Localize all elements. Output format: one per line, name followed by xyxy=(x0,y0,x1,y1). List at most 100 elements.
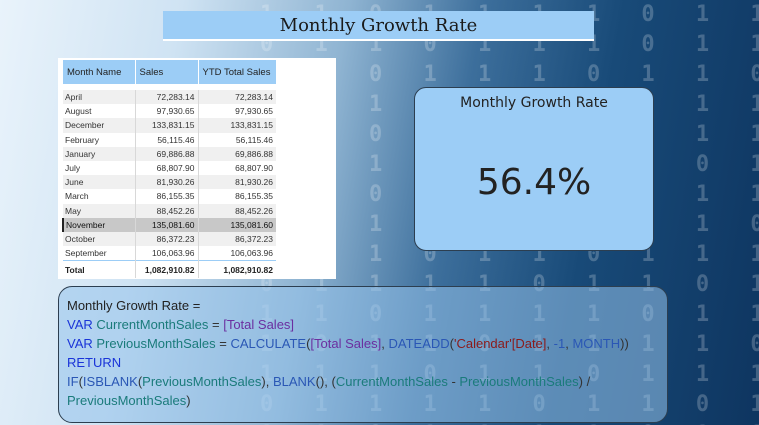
sales-table: Month Name Sales YTD Total Sales April 72… xyxy=(62,60,276,279)
dax-variable: PreviousMonthSales xyxy=(459,374,579,389)
dax-number: -1 xyxy=(553,336,566,351)
dax-line-5: IF(ISBLANK(PreviousMonthSales), BLANK(),… xyxy=(67,372,659,391)
dax-function: BLANK xyxy=(272,374,316,389)
table-row[interactable]: August 97,930.65 97,930.65 xyxy=(63,104,276,119)
dax-paren: ( xyxy=(137,374,143,389)
dax-operator: = xyxy=(215,336,231,351)
cell-sales: 86,372.23 xyxy=(135,231,199,247)
dax-line-6: PreviousMonthSales) xyxy=(67,391,659,410)
cell-sales: 69,886.88 xyxy=(135,146,199,161)
cell-month: February xyxy=(63,132,136,147)
dax-variable: CurrentMonthSales xyxy=(96,317,209,332)
cell-sales: 56,115.46 xyxy=(135,132,199,147)
total-label: Total xyxy=(63,259,136,279)
dax-function: ISBLANK xyxy=(82,374,138,389)
cell-month: May xyxy=(63,203,136,218)
table-row[interactable]: December 133,831.15 133,831.15 xyxy=(63,118,276,133)
cell-ytd: 135,081.60 xyxy=(198,217,276,232)
cell-ytd: 88,452.26 xyxy=(198,203,276,218)
sales-table-visual[interactable]: Month Name Sales YTD Total Sales April 72… xyxy=(58,58,336,279)
cell-month: December xyxy=(63,118,136,133)
cell-sales: 68,807.90 xyxy=(135,160,199,176)
table-header-row: Month Name Sales YTD Total Sales xyxy=(63,60,276,84)
dax-table-ref: 'Calendar' xyxy=(453,336,512,351)
cell-ytd: 72,283.14 xyxy=(198,90,276,105)
dax-paren: ( xyxy=(306,336,311,351)
dax-line-1: Monthly Growth Rate = xyxy=(67,298,201,313)
dax-formula-panel: Monthly Growth Rate = VAR CurrentMonthSa… xyxy=(58,286,668,423)
dax-line-2: VAR CurrentMonthSales = [Total Sales] xyxy=(67,315,659,334)
dax-variable: CurrentMonthSales xyxy=(335,374,448,389)
cell-ytd: 86,155.35 xyxy=(235,191,273,202)
cell-month: October xyxy=(63,231,136,247)
cell-month: March xyxy=(63,189,136,204)
cell-month: November xyxy=(62,217,136,232)
dax-measure: [Total Sales] xyxy=(310,336,382,351)
kpi-value: 56.4% xyxy=(476,162,592,203)
dax-function: CALCULATE xyxy=(230,336,307,351)
dax-function: DATEADD xyxy=(388,336,450,351)
column-header-month[interactable]: Month Name xyxy=(63,60,136,84)
table-total-row: Total 1,082,910.82 1,082,910.82 xyxy=(63,259,276,279)
table-row[interactable]: February 56,115.46 56,115.46 xyxy=(63,132,276,147)
cell-month: September xyxy=(63,246,136,261)
dax-paren: ( xyxy=(78,374,83,389)
cell-sales: 72,283.14 xyxy=(135,90,199,105)
dax-comma: , xyxy=(565,336,573,351)
cell-ytd: 133,831.15 xyxy=(198,118,276,133)
cell-ytd: 56,115.46 xyxy=(235,134,273,145)
table-row[interactable]: January 69,886.88 69,886.88 xyxy=(63,146,276,161)
cell-sales: 97,930.65 xyxy=(135,104,199,119)
dax-variable: PreviousMonthSales xyxy=(142,374,262,389)
cell-ytd: 97,930.65 xyxy=(235,106,273,117)
kpi-title: Monthly Growth Rate xyxy=(460,95,608,111)
cell-sales: 133,831.15 xyxy=(135,118,199,133)
dax-keyword: VAR xyxy=(67,336,93,351)
dax-paren: ) / xyxy=(578,374,591,389)
kpi-card[interactable]: Monthly Growth Rate 56.4% xyxy=(414,87,654,251)
report-title: Monthly Growth Rate xyxy=(163,11,594,41)
cell-month: August xyxy=(63,104,136,119)
cell-month: June xyxy=(63,175,136,190)
cell-ytd: 106,063.96 xyxy=(230,247,273,258)
cell-ytd: 81,930.26 xyxy=(198,175,276,190)
table-row[interactable]: July 68,807.90 68,807.90 xyxy=(63,160,276,176)
cell-month: January xyxy=(63,146,136,161)
column-header-sales[interactable]: Sales xyxy=(135,60,199,84)
cell-ytd: 69,886.88 xyxy=(198,146,276,161)
dax-paren: (), ( xyxy=(315,374,336,389)
dax-column-ref: [Date] xyxy=(511,336,547,351)
dax-comma: , xyxy=(546,336,554,351)
dax-paren: )) xyxy=(620,336,629,351)
table-row[interactable]: March 86,155.35 86,155.35 xyxy=(63,189,276,204)
cell-ytd: 86,372.23 xyxy=(198,231,276,247)
cell-sales: 106,063.96 xyxy=(135,246,199,261)
dax-keyword: VAR xyxy=(67,317,93,332)
table-row[interactable]: May 88,452.26 88,452.26 xyxy=(63,203,276,218)
dax-operator: = xyxy=(208,317,224,332)
column-header-ytd[interactable]: YTD Total Sales xyxy=(198,60,276,84)
cell-month: July xyxy=(63,160,136,176)
dax-line-3: VAR PreviousMonthSales = CALCULATE([Tota… xyxy=(67,334,659,353)
dax-line-4: RETURN xyxy=(67,355,122,370)
table-row-selected[interactable]: November 135,081.60 135,081.60 xyxy=(62,217,276,232)
dax-paren: ( xyxy=(449,336,454,351)
cell-sales: 81,930.26 xyxy=(135,175,199,190)
dax-variable: PreviousMonthSales xyxy=(96,336,216,351)
table-row[interactable]: April 72,283.14 72,283.14 xyxy=(63,90,276,105)
dax-variable: PreviousMonthSales xyxy=(67,393,187,408)
dax-function: IF xyxy=(67,374,79,389)
total-ytd: 1,082,910.82 xyxy=(198,259,276,279)
table-row[interactable]: June 81,930.26 81,930.26 xyxy=(63,175,276,190)
dax-paren: ) xyxy=(186,393,191,408)
dax-measure: [Total Sales] xyxy=(223,317,295,332)
dax-comma: , xyxy=(381,336,389,351)
cell-sales: 88,452.26 xyxy=(135,203,199,218)
dax-operator: - xyxy=(447,374,460,389)
cell-sales: 86,155.35 xyxy=(135,189,199,204)
table-row[interactable]: September 106,063.96 106,063.96 xyxy=(63,246,276,261)
cell-sales: 135,081.60 xyxy=(135,217,199,232)
table-row[interactable]: October 86,372.23 86,372.23 xyxy=(63,231,276,247)
cell-month: April xyxy=(63,90,136,105)
dax-interval: MONTH xyxy=(572,336,621,351)
